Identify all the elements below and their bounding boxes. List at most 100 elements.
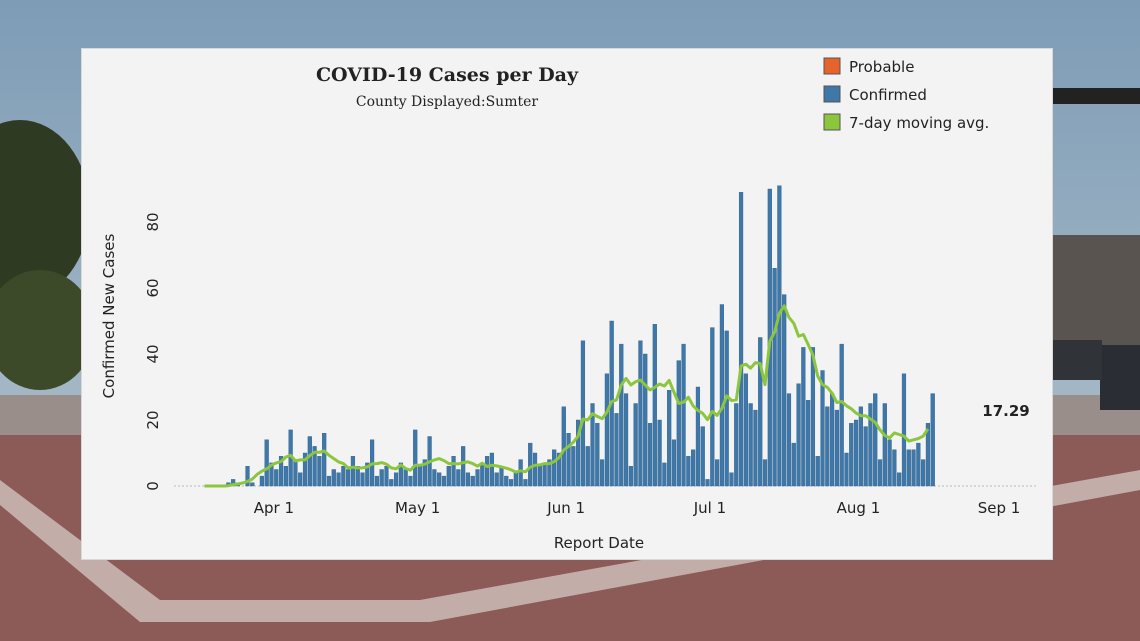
confirmed-bar	[729, 472, 734, 487]
confirmed-bar	[508, 479, 514, 487]
x-axis-ticks: Apr 1 May 1 Jun 1 Jul 1 Aug 1 Sep 1	[254, 499, 1021, 517]
x-axis-title: Report Date	[554, 534, 644, 552]
confirmed-bar	[432, 469, 437, 487]
confirmed-bar	[355, 466, 360, 487]
confirmed-bar	[374, 475, 379, 487]
legend-swatch-confirmed	[823, 85, 841, 103]
confirmed-bar	[389, 479, 394, 487]
confirmed-bar	[441, 475, 447, 487]
x-tick-label: Jun 1	[546, 499, 585, 517]
moving-average-line	[204, 304, 930, 488]
confirmed-bar	[499, 466, 504, 487]
confirmed-bar	[930, 393, 935, 487]
confirmed-bar	[576, 419, 581, 487]
confirmed-bar	[422, 459, 427, 487]
confirmed-bar	[638, 340, 643, 487]
confirmed-bar	[719, 304, 724, 487]
confirmed-bar	[408, 475, 413, 487]
confirmed-bar	[437, 472, 442, 487]
confirmed-bar	[782, 294, 787, 487]
confirmed-bar	[346, 469, 351, 487]
confirmed-bar	[724, 330, 729, 487]
y-axis-title: Confirmed New Cases	[100, 233, 118, 398]
confirmed-bar	[897, 472, 902, 487]
confirmed-bar	[734, 403, 739, 487]
x-tick-label: Apr 1	[254, 499, 294, 517]
confirmed-bar	[715, 459, 720, 487]
confirmed-bar	[628, 466, 633, 487]
cases-chart: COVID-19 Cases per Day County Displayed:…	[100, 57, 1037, 552]
confirmed-bar	[863, 426, 868, 487]
confirmed-bar	[475, 469, 480, 487]
confirmed-bar	[882, 403, 887, 487]
y-tick-label: 80	[144, 212, 162, 231]
confirmed-bar	[274, 469, 279, 487]
confirmed-bar	[662, 462, 667, 487]
confirmed-bar	[643, 353, 648, 487]
confirmed-bar	[264, 439, 269, 487]
confirmed-bar	[331, 469, 336, 487]
moving-average-polyline	[204, 304, 930, 488]
confirmed-bar	[695, 386, 701, 487]
confirmed-bar	[283, 466, 288, 487]
confirmed-bar	[302, 452, 308, 487]
confirmed-bar	[786, 393, 792, 487]
confirmed-bar	[317, 456, 322, 487]
confirmed-bar	[671, 439, 677, 487]
confirmed-bar	[293, 459, 298, 487]
confirmed-bar	[743, 373, 748, 487]
confirmed-bar	[868, 403, 873, 487]
confirmed-bar	[911, 449, 916, 487]
confirmed-bar	[485, 456, 490, 487]
confirmed-bar	[451, 456, 456, 487]
confirmed-bar	[523, 479, 528, 487]
confirmed-bar	[604, 373, 609, 487]
confirmed-bar	[590, 403, 595, 487]
confirmed-bars	[226, 185, 935, 487]
confirmed-bar	[552, 449, 557, 487]
confirmed-bar	[791, 442, 796, 487]
confirmed-bar	[853, 419, 859, 487]
confirmed-bar	[753, 409, 758, 487]
confirmed-bar	[480, 462, 485, 487]
confirmed-bar	[518, 459, 523, 487]
chart-title: COVID-19 Cases per Day	[316, 64, 579, 86]
confirmed-bar	[365, 462, 370, 487]
confirmed-bar	[571, 446, 576, 487]
confirmed-bar	[839, 343, 844, 487]
confirmed-bar	[667, 390, 672, 487]
confirmed-bar	[801, 347, 806, 487]
legend-label-moving-avg: 7-day moving avg.	[849, 114, 989, 132]
confirmed-bar	[312, 446, 317, 487]
confirmed-bar	[806, 400, 811, 487]
confirmed-bar	[748, 403, 753, 487]
confirmed-bar	[269, 462, 274, 487]
confirmed-bar	[887, 439, 892, 487]
legend-label-probable: Probable	[849, 58, 914, 76]
confirmed-bar	[844, 452, 849, 487]
confirmed-bar	[413, 429, 418, 487]
confirmed-bar	[446, 466, 451, 487]
x-tick-label: May 1	[395, 499, 440, 517]
confirmed-bar	[566, 433, 571, 487]
confirmed-bar	[595, 423, 600, 487]
confirmed-bar	[834, 409, 839, 487]
confirmed-bar	[901, 373, 907, 487]
confirmed-bar	[710, 327, 715, 487]
confirmed-bar	[647, 423, 653, 487]
confirmed-bar	[456, 469, 461, 487]
chart-panel: COVID-19 Cases per Day County Displayed:…	[81, 48, 1053, 560]
confirmed-bar	[350, 456, 356, 487]
confirmed-bar	[921, 459, 926, 487]
confirmed-bar	[245, 466, 250, 487]
x-tick-label: Aug 1	[837, 499, 881, 517]
confirmed-bar	[916, 442, 921, 487]
confirmed-bar	[633, 403, 638, 487]
last-average-label: 17.29	[982, 402, 1029, 420]
confirmed-bar	[403, 469, 408, 487]
chart-subtitle: County Displayed:Sumter	[356, 94, 538, 110]
confirmed-bar	[494, 472, 499, 487]
confirmed-bar	[849, 423, 854, 487]
confirmed-bar	[461, 446, 466, 487]
confirmed-bar	[326, 475, 332, 487]
